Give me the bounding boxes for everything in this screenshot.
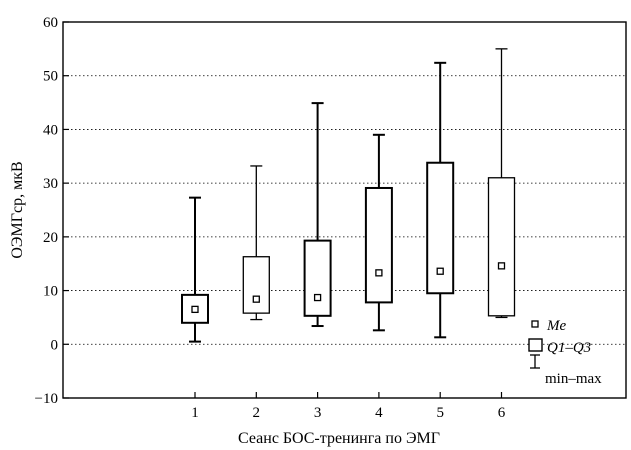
y-tick-label: 60 (43, 15, 58, 31)
box-group (242, 165, 270, 321)
y-tick-label: 10 (43, 284, 58, 300)
legend-box-label: Q1–Q3 (547, 340, 591, 356)
x-tick-label: 2 (253, 405, 261, 421)
x-axis: 1 2 3 4 5 6 (191, 392, 506, 421)
iqr-box (487, 177, 516, 317)
legend: Me Q1–Q3 min–max (528, 318, 602, 387)
x-axis-title: Сеанс БОС-тренинга по ЭМГ (238, 430, 440, 447)
median-marker (436, 267, 444, 275)
legend-median-marker (531, 320, 539, 328)
x-tick-label: 3 (314, 405, 322, 421)
y-axis: −10 0 10 20 30 40 50 60 (35, 15, 69, 407)
iqr-box (242, 256, 270, 314)
box-group (364, 133, 393, 332)
box-group (181, 196, 209, 343)
median-marker (375, 269, 383, 277)
median-marker (252, 295, 260, 303)
median-marker (313, 293, 322, 302)
box-series (181, 48, 516, 343)
y-tick-label: 20 (43, 230, 58, 246)
box-group (487, 48, 516, 319)
median-marker (497, 262, 506, 270)
y-tick-label: 40 (43, 122, 58, 138)
y-tick-label: −10 (35, 391, 58, 407)
grid-lines (63, 75, 626, 345)
plot-frame (62, 21, 627, 399)
median-marker (191, 305, 199, 314)
x-tick-label: 1 (191, 405, 199, 421)
legend-box-marker (528, 338, 543, 352)
x-tick-label: 5 (436, 405, 444, 421)
legend-median-label: Me (546, 318, 566, 334)
iqr-box (364, 186, 393, 304)
y-tick-label: 50 (43, 69, 58, 85)
x-tick-label: 6 (498, 405, 506, 421)
iqr-box (303, 239, 332, 317)
y-tick-label: 0 (51, 337, 59, 353)
box-group (303, 102, 332, 328)
box-group (426, 61, 455, 339)
y-tick-label: 30 (43, 176, 58, 192)
legend-minmax-label: min–max (545, 371, 602, 387)
x-tick-label: 4 (375, 405, 383, 421)
y-axis-title: ОЭМГср, мкВ (9, 161, 26, 258)
